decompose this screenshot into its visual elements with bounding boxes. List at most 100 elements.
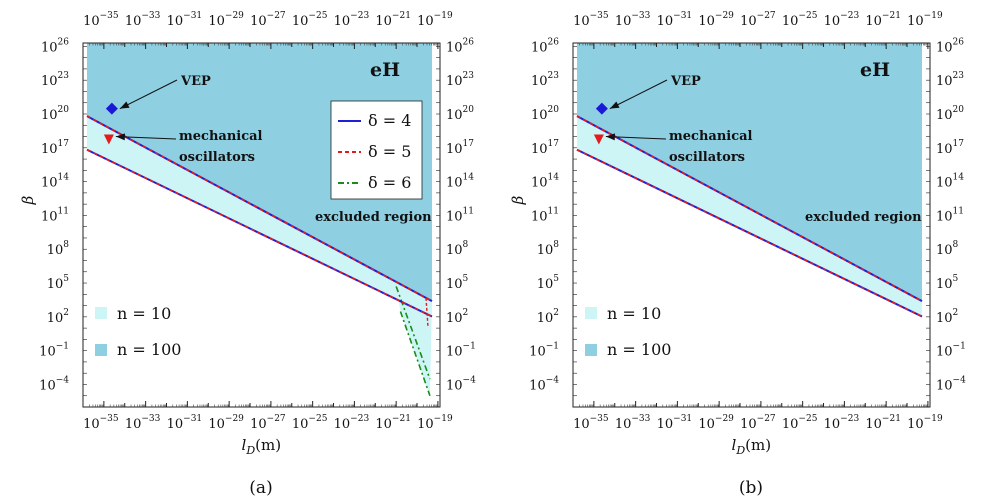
y-tick-label-right: 1026 <box>936 37 964 55</box>
legend-label-n10: n = 10 <box>117 304 171 323</box>
y-tick-label-left: 1011 <box>41 206 69 224</box>
y-axis-label: β <box>19 195 37 205</box>
x-tick-label-bottom: 10−21 <box>375 414 411 432</box>
y-tick-label-right: 1023 <box>446 71 474 89</box>
plot-frame <box>572 42 931 408</box>
x-tick-label-bottom: 10−19 <box>417 414 453 432</box>
x-tick-label-top: 10−23 <box>334 11 370 29</box>
mech-arrow <box>605 136 667 140</box>
vep-arrow <box>609 79 668 110</box>
y-tick-label-right: 1017 <box>446 139 474 157</box>
x-tick-label-bottom: 10−23 <box>824 414 860 432</box>
x-tick-label-top: 10−27 <box>740 11 776 29</box>
y-tick-label-right: 105 <box>936 274 959 292</box>
y-axis-label: β <box>509 195 527 205</box>
y-tick-label-right: 105 <box>446 274 469 292</box>
x-tick-label-bottom: 10−31 <box>167 414 203 432</box>
y-tick-label-left: 108 <box>537 240 560 258</box>
x-tick-label-bottom: 10−31 <box>657 414 693 432</box>
y-tick-label-left: 10−1 <box>529 342 559 360</box>
y-tick-label-left: 10−4 <box>529 375 559 393</box>
vep-marker <box>595 102 608 115</box>
y-tick-label-right: 1011 <box>446 206 474 224</box>
x-tick-label-top: 10−23 <box>824 11 860 29</box>
vep-arrow <box>119 79 178 110</box>
vep-label: VEP <box>670 74 701 89</box>
mech-label-line2: oscillators <box>669 150 745 165</box>
plot-frame <box>82 42 441 408</box>
x-tick-label-bottom: 10−21 <box>865 414 901 432</box>
x-tick-label-top: 10−35 <box>83 11 119 29</box>
mech-arrow <box>115 136 177 140</box>
mech-arrow-head <box>115 133 126 141</box>
x-tick-label-top: 10−25 <box>782 11 818 29</box>
legend-label-delta4: δ = 4 <box>368 111 411 130</box>
excluded-region <box>577 43 922 302</box>
vep-label: VEP <box>180 74 211 89</box>
x-tick-label-bottom: 10−23 <box>334 414 370 432</box>
x-tick-label-bottom: 10−33 <box>615 414 651 432</box>
x-tick-label-bottom: 10−27 <box>740 414 776 432</box>
y-tick-label-right: 10−4 <box>446 375 476 393</box>
x-tick-label-bottom: 10−29 <box>698 414 734 432</box>
y-tick-label-right: 1017 <box>936 139 964 157</box>
legend-swatch-n100 <box>95 344 107 356</box>
x-tick-label-top: 10−19 <box>907 11 943 29</box>
y-tick-label-right: 10−4 <box>936 375 966 393</box>
y-tick-label-left: 1014 <box>41 173 69 191</box>
y-tick-label-right: 1020 <box>936 105 964 123</box>
x-tick-label-top: 10−33 <box>125 11 161 29</box>
allowed-band <box>577 116 922 317</box>
panel-caption-a: (a) <box>249 478 272 498</box>
legend-swatch-n10 <box>585 307 597 319</box>
y-tick-label-right: 10−1 <box>936 342 966 360</box>
y-tick-label-left: 1017 <box>41 139 69 157</box>
delta5-line-lower <box>576 149 923 318</box>
region-label-eh: eH <box>370 59 400 81</box>
panel-caption-b: (b) <box>739 478 763 498</box>
y-tick-label-left: 1014 <box>531 173 559 191</box>
y-tick-label-left: 1011 <box>531 206 559 224</box>
delta5-line-upper <box>576 115 923 302</box>
x-tick-label-top: 10−19 <box>417 11 453 29</box>
x-tick-label-top: 10−29 <box>208 11 244 29</box>
x-tick-label-top: 10−27 <box>250 11 286 29</box>
y-tick-label-right: 108 <box>446 240 469 258</box>
y-tick-label-left: 1023 <box>41 71 69 89</box>
mech-arrow-head <box>605 133 616 141</box>
y-tick-label-left: 1026 <box>41 37 69 55</box>
y-tick-label-right: 1014 <box>936 173 964 191</box>
x-tick-label-bottom: 10−29 <box>208 414 244 432</box>
x-tick-label-top: 10−21 <box>375 11 411 29</box>
chart-panel-a: 10−35 10−35 10−33 10−33 10−31 10−31 10−29 10−29… <box>19 11 476 498</box>
y-tick-label-left: 1020 <box>531 105 559 123</box>
mech-label-line1: mechanical <box>179 129 263 144</box>
x-tick-label-bottom: 10−35 <box>83 414 119 432</box>
excluded-region-label: excluded region <box>315 210 432 225</box>
y-tick-label-right: 10−1 <box>446 342 476 360</box>
vep-arrow-head <box>609 101 620 109</box>
x-axis-label: lD(m) <box>242 436 282 457</box>
x-tick-label-bottom: 10−25 <box>782 414 818 432</box>
mech-label-line1: mechanical <box>669 129 753 144</box>
y-tick-label-right: 1014 <box>446 173 474 191</box>
x-tick-label-bottom: 10−35 <box>573 414 609 432</box>
y-tick-label-left: 1017 <box>531 139 559 157</box>
x-tick-label-top: 10−25 <box>292 11 328 29</box>
x-tick-label-top: 10−29 <box>698 11 734 29</box>
y-tick-label-left: 105 <box>537 274 560 292</box>
y-tick-label-right: 1011 <box>936 206 964 224</box>
legend-label-delta5: δ = 5 <box>368 142 411 161</box>
y-tick-label-left: 102 <box>537 308 559 326</box>
x-tick-label-top: 10−35 <box>573 11 609 29</box>
y-tick-label-left: 1023 <box>531 71 559 89</box>
y-tick-label-left: 102 <box>47 308 69 326</box>
y-tick-label-left: 1026 <box>531 37 559 55</box>
x-tick-label-top: 10−31 <box>657 11 693 29</box>
x-tick-label-bottom: 10−19 <box>907 414 943 432</box>
legend-swatch-n100 <box>585 344 597 356</box>
x-tick-label-top: 10−21 <box>865 11 901 29</box>
mechanical-oscillators-marker <box>593 134 604 145</box>
excluded-region-label: excluded region <box>805 210 922 225</box>
